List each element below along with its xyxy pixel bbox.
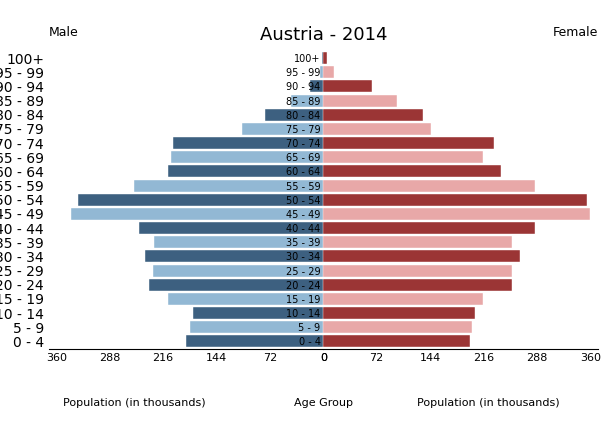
Bar — [265, 109, 323, 121]
Bar — [79, 194, 323, 206]
Text: Population (in thousands): Population (in thousands) — [417, 398, 559, 408]
Bar — [152, 264, 323, 277]
Bar — [292, 95, 323, 107]
Bar — [323, 279, 512, 291]
Bar — [323, 264, 512, 277]
Bar — [323, 109, 423, 121]
Bar — [190, 321, 323, 333]
Text: Population (in thousands): Population (in thousands) — [63, 398, 206, 408]
Bar — [323, 52, 327, 64]
Bar — [168, 293, 323, 305]
Bar — [323, 66, 334, 78]
Bar — [71, 208, 323, 220]
Bar — [168, 165, 323, 178]
Bar — [242, 123, 323, 135]
Bar — [145, 250, 323, 263]
Bar — [323, 307, 475, 319]
Text: Austria - 2014: Austria - 2014 — [259, 26, 387, 43]
Bar — [139, 222, 323, 234]
Bar — [323, 95, 398, 107]
Bar — [323, 250, 520, 263]
Bar — [323, 137, 494, 149]
Bar — [323, 165, 501, 178]
Text: Male: Male — [49, 26, 79, 39]
Bar — [134, 180, 323, 192]
Text: Age Group: Age Group — [294, 398, 353, 408]
Bar — [173, 137, 323, 149]
Text: Female: Female — [553, 26, 598, 39]
Bar — [323, 80, 371, 93]
Bar — [186, 335, 323, 348]
Bar — [320, 66, 323, 78]
Bar — [323, 321, 472, 333]
Bar — [323, 151, 483, 163]
Bar — [323, 123, 431, 135]
Bar — [149, 279, 323, 291]
Bar — [323, 208, 590, 220]
Bar — [310, 80, 323, 93]
Bar — [171, 151, 323, 163]
Bar — [154, 236, 323, 248]
Bar — [193, 307, 323, 319]
Bar — [323, 293, 483, 305]
Bar — [323, 194, 587, 206]
Bar — [322, 52, 323, 64]
Bar — [323, 180, 535, 192]
Bar — [323, 335, 470, 348]
Bar — [323, 236, 512, 248]
Bar — [323, 222, 535, 234]
